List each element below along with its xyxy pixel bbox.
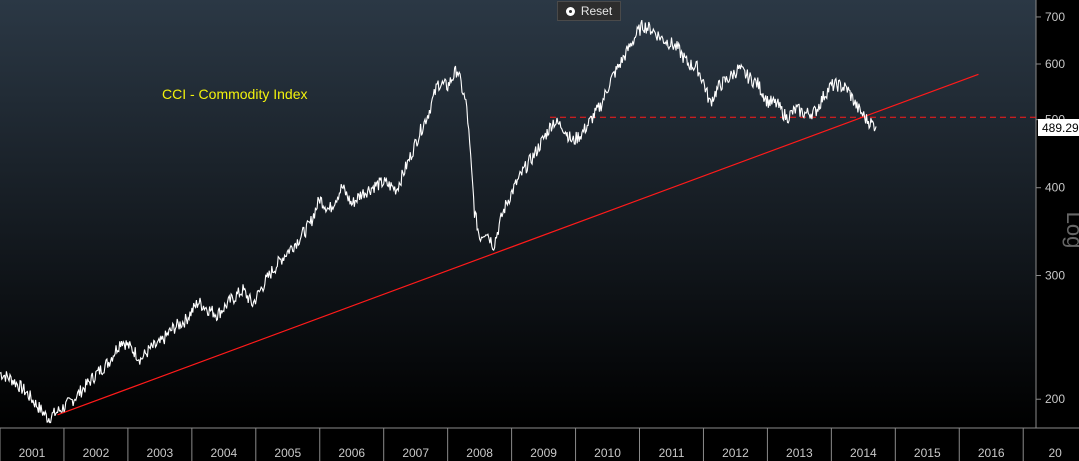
plot-background	[0, 0, 1036, 428]
x-tick-label: 2009	[530, 446, 557, 460]
x-tick-label: 2006	[338, 446, 365, 460]
x-tick-label: 2016	[978, 446, 1005, 460]
x-tick-label: 2014	[850, 446, 877, 460]
right-axis-background	[1036, 0, 1079, 428]
reset-radio-icon	[565, 6, 575, 16]
price-series-line	[0, 19, 877, 424]
last-value-label: 489.29	[1042, 121, 1079, 135]
x-tick-label: 2005	[274, 446, 301, 460]
x-tick-label: 20	[1049, 446, 1063, 460]
trend-line	[57, 73, 979, 416]
x-tick-label: 2007	[402, 446, 429, 460]
y-tick-label: 400	[1045, 181, 1065, 195]
x-tick-label: 2003	[147, 446, 174, 460]
last-value-badge: 489.29	[1038, 119, 1079, 136]
x-tick-label: 2013	[786, 446, 813, 460]
reset-button-label: Reset	[580, 4, 613, 18]
y-tick-label: 300	[1045, 268, 1065, 282]
y-axis-label: Log	[1062, 212, 1079, 249]
reset-button[interactable]: Reset	[557, 1, 621, 21]
x-tick-label: 2012	[722, 446, 749, 460]
x-tick-label: 2008	[466, 446, 493, 460]
x-tick-label: 2011	[659, 446, 685, 460]
y-tick-label: 200	[1045, 392, 1065, 406]
x-axis: 2001 2002 2003 2004 2005 2006 2007 2008 2009 2010…	[0, 428, 1062, 461]
x-tick-label: 2004	[210, 446, 237, 460]
x-tick-label: 2015	[914, 446, 941, 460]
x-tick-label: 2002	[83, 446, 110, 460]
x-tick-label: 2001	[19, 446, 46, 460]
y-tick-label: 700	[1045, 10, 1065, 24]
x-tick-label: 2010	[594, 446, 621, 460]
y-tick-label: 600	[1045, 57, 1065, 71]
chart-title: CCI - Commodity Index	[162, 86, 307, 102]
